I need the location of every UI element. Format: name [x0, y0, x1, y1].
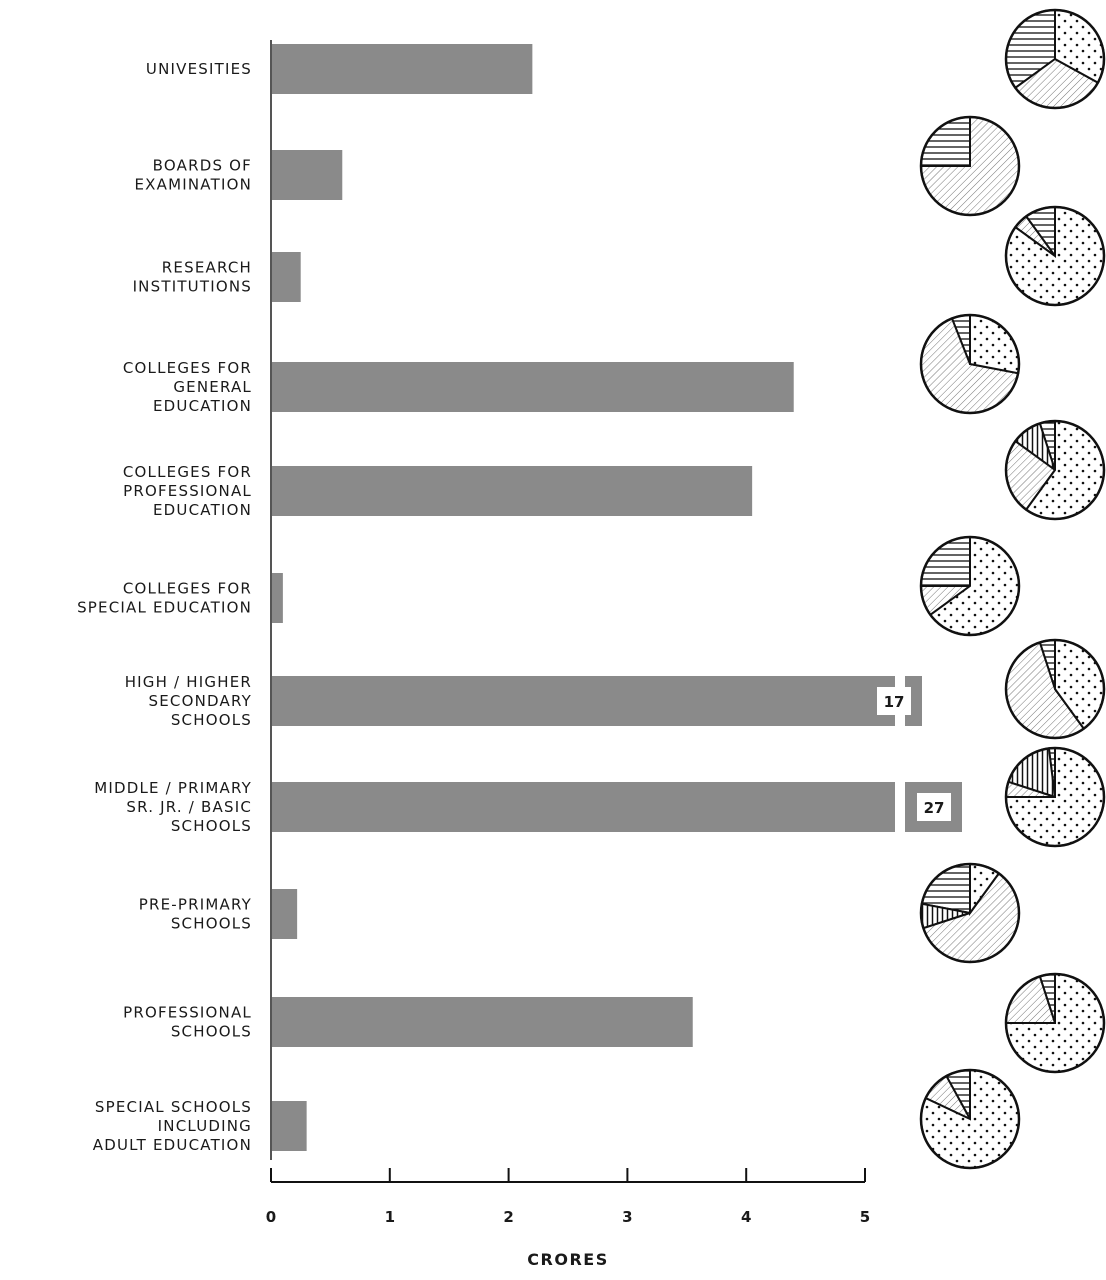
x-tick-label: 4	[741, 1208, 751, 1226]
category-label-line: MIDDLE / PRIMARY	[94, 779, 252, 797]
value-label-bg	[877, 687, 911, 715]
value-label-bg	[917, 793, 951, 821]
pie-charts	[919, 8, 1106, 1170]
pie-outline	[1004, 746, 1106, 848]
category-label-line: SCHOOLS	[171, 817, 252, 835]
pie-slice	[969, 313, 1020, 375]
category-label-line: SR. JR. / BASIC	[126, 798, 252, 816]
category-label: UNIVESITIES	[146, 60, 252, 78]
bar	[271, 362, 794, 412]
x-axis: 0 1 2 3 4 5	[266, 40, 870, 1226]
category-label: SPECIAL SCHOOLS INCLUDING ADULT EDUCATION	[93, 1098, 252, 1154]
pie-outline	[919, 313, 1021, 415]
category-label-line: SCHOOLS	[171, 915, 252, 933]
category-label-line: HIGH / HIGHER	[125, 673, 252, 691]
pie-chart	[919, 862, 1021, 964]
category-label-line: PROFESSIONAL	[123, 1004, 252, 1022]
category-label-line: SCHOOLS	[171, 711, 252, 729]
pie-chart	[919, 1068, 1021, 1170]
bar-value-label: 27	[924, 799, 945, 817]
category-label-line: BOARDS OF	[153, 157, 252, 175]
x-tick-label: 3	[622, 1208, 632, 1226]
pie-chart	[919, 535, 1021, 637]
category-label-line: INCLUDING	[158, 1117, 252, 1135]
axis-break-gap	[895, 780, 905, 834]
category-label-line: SCHOOLS	[171, 1023, 252, 1041]
bar	[271, 252, 301, 302]
category-label-line: EDUCATION	[153, 397, 252, 415]
bar	[271, 150, 343, 200]
pie-outline	[1004, 8, 1106, 110]
bar-value-label: 17	[884, 693, 905, 711]
category-label-line: COLLEGES FOR	[123, 359, 252, 377]
category-label: PROFESSIONAL SCHOOLS	[123, 1004, 252, 1041]
category-label: COLLEGES FOR SPECIAL EDUCATION	[77, 580, 252, 617]
pie-outline	[1004, 638, 1106, 740]
pie-chart	[1004, 638, 1106, 740]
pie-chart	[919, 115, 1021, 217]
bar	[271, 889, 298, 939]
pie-outline	[1004, 205, 1106, 307]
pie-chart	[1004, 746, 1106, 848]
category-label-line: INSTITUTIONS	[133, 278, 252, 296]
category-label: COLLEGES FOR PROFESSIONAL EDUCATION	[123, 463, 252, 519]
pie-outline	[919, 535, 1021, 637]
category-label: COLLEGES FOR GENERAL EDUCATION	[123, 359, 252, 415]
category-label-line: UNIVESITIES	[146, 60, 252, 78]
category-label-line: PROFESSIONAL	[123, 482, 252, 500]
category-label-line: COLLEGES FOR	[123, 580, 252, 598]
bar	[271, 676, 922, 726]
category-label-line: GENERAL	[173, 378, 252, 396]
pie-chart	[1004, 205, 1106, 307]
category-label-line: SECONDARY	[149, 692, 252, 710]
pie-outline	[1004, 972, 1106, 1074]
bar	[271, 997, 693, 1047]
category-label-line: COLLEGES FOR	[123, 463, 252, 481]
category-label: HIGH / HIGHER SECONDARY SCHOOLS	[125, 673, 252, 729]
bar	[271, 782, 962, 832]
bar	[271, 573, 283, 623]
x-tick-label: 0	[266, 1208, 276, 1226]
category-label-line: RESEARCH	[162, 259, 252, 277]
category-label: MIDDLE / PRIMARY SR. JR. / BASIC SCHOOLS	[94, 779, 252, 835]
category-label: BOARDS OF EXAMINATION	[134, 157, 252, 194]
category-label-line: EDUCATION	[153, 501, 252, 519]
pie-outline	[919, 862, 1021, 964]
pie-outline	[1004, 419, 1106, 521]
pie-outline	[919, 115, 1021, 217]
bar	[271, 1101, 307, 1151]
category-label-line: SPECIAL EDUCATION	[77, 599, 252, 617]
x-axis-title: CRORES	[527, 1250, 608, 1269]
x-tick-label: 2	[503, 1208, 513, 1226]
category-label-line: ADULT EDUCATION	[93, 1136, 252, 1154]
category-label: RESEARCH INSTITUTIONS	[133, 259, 252, 296]
category-label: PRE-PRIMARY SCHOOLS	[139, 896, 252, 933]
pie-chart	[919, 313, 1021, 415]
pie-chart	[1004, 972, 1106, 1074]
category-label-line: EXAMINATION	[134, 176, 252, 194]
category-label-line: PRE-PRIMARY	[139, 896, 252, 914]
pie-chart	[1004, 8, 1106, 110]
bar	[271, 44, 533, 94]
category-label-line: SPECIAL SCHOOLS	[95, 1098, 252, 1116]
x-tick-label: 1	[385, 1208, 395, 1226]
pie-chart	[1004, 419, 1106, 521]
x-tick-label: 5	[860, 1208, 870, 1226]
bar	[271, 466, 753, 516]
pie-outline	[919, 1068, 1021, 1170]
